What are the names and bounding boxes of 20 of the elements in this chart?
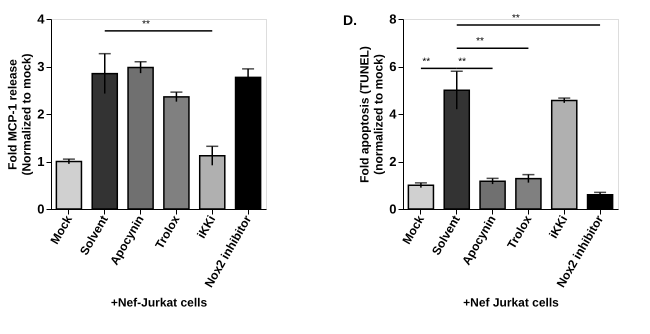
- annotation: **: [512, 12, 520, 24]
- y-tick-label: 8: [389, 12, 396, 26]
- y-tick-label: 0: [389, 202, 396, 216]
- y-tick-label: 6: [389, 59, 396, 74]
- y-tick-label: 2: [389, 154, 396, 169]
- y-tick-label: 3: [37, 59, 44, 74]
- y-tick-label: 4: [37, 12, 46, 26]
- y-axis-title: Fold MCP-1 release (Normalized to mock): [5, 53, 34, 176]
- y-tick-label: 2: [37, 106, 44, 122]
- y-axis-title: Fold apoptosis (TUNEL) (normalized to mock): [357, 46, 386, 183]
- annotation: **: [458, 56, 466, 68]
- x-axis-title: +Nef-Jurkat cells: [110, 295, 208, 310]
- annotation: **: [476, 36, 484, 48]
- x-axis-title: +Nef Jurkat cells: [463, 295, 560, 310]
- y-tick-label: 4: [389, 106, 398, 122]
- y-tick-label: 1: [37, 154, 44, 169]
- annotation: **: [142, 18, 150, 30]
- text: D.: [343, 12, 357, 28]
- y-tick-label: 0: [37, 202, 44, 216]
- annotation: **: [422, 56, 430, 68]
